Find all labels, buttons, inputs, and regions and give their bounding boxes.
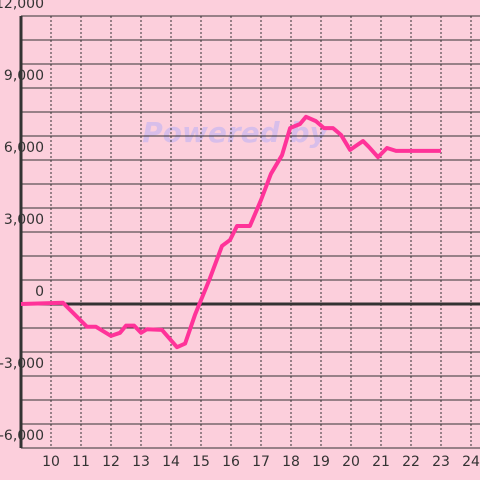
y-tick-label: 9,000 [4,68,44,84]
x-tick-label: 19 [312,454,330,470]
x-tick-label: 24 [462,454,480,470]
x-tick-label: 23 [432,454,450,470]
data-line [20,114,441,350]
x-tick-label: 17 [252,454,270,470]
y-tick-label: 12,000 [0,0,44,12]
x-tick-label: 21 [372,454,390,470]
x-tick-label: 14 [162,454,180,470]
x-tick-label: 15 [192,454,210,470]
watermark: Powered by [142,116,329,149]
x-tick-label: 22 [402,454,420,470]
x-tick-label: 12 [102,454,120,470]
y-tick-label: 0 [35,284,44,300]
x-tick-label: 18 [282,454,300,470]
y-tick-label: 3,000 [4,212,44,228]
x-tick-label: 20 [342,454,360,470]
x-tick-label: 11 [72,454,90,470]
x-tick-label: 16 [222,454,240,470]
x-tick-label: 10 [42,454,60,470]
x-tick-label: 13 [132,454,150,470]
y-tick-label: 6,000 [4,140,44,156]
